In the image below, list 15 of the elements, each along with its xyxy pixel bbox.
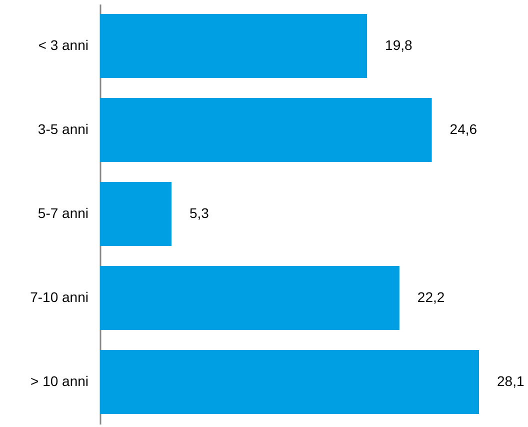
bar (100, 14, 368, 78)
bar (100, 182, 172, 246)
bar (100, 266, 400, 330)
y-tick-label: 5-7 anni (38, 205, 88, 221)
bar (100, 98, 432, 162)
y-tick-label: > 10 anni (30, 373, 88, 389)
data-label: 22,2 (417, 289, 445, 305)
y-tick-label: 7-10 anni (30, 289, 88, 305)
data-label: 28,1 (497, 373, 524, 389)
y-tick-label: < 3 anni (38, 37, 88, 53)
data-label: 24,6 (450, 121, 478, 137)
y-tick-label: 3-5 anni (38, 121, 88, 137)
bar (100, 350, 479, 414)
data-label: 5,3 (189, 205, 210, 221)
data-label: 19,8 (385, 37, 413, 53)
